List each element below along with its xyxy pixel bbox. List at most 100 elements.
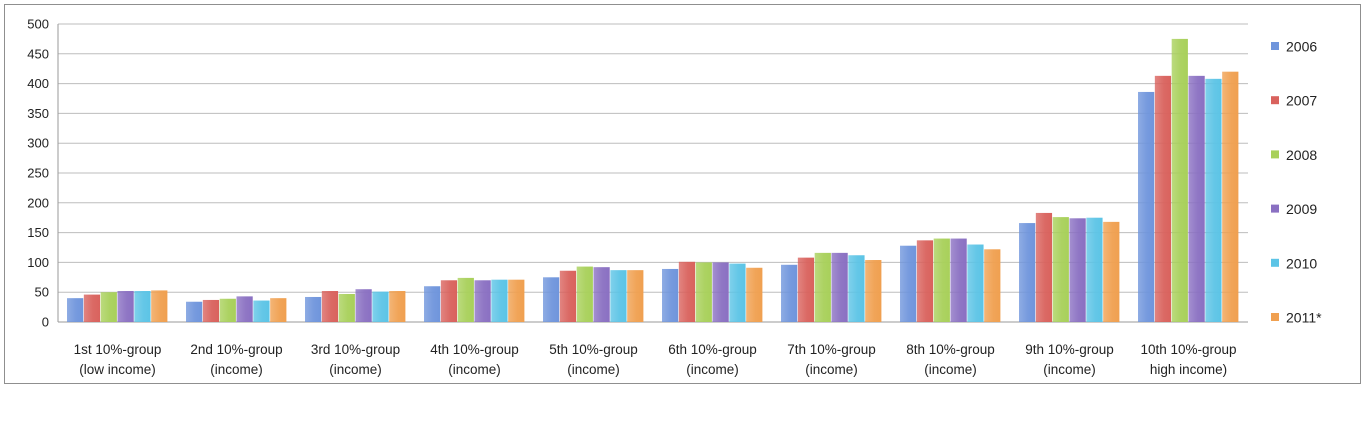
x-category-label: (income) bbox=[329, 362, 382, 377]
bar-2011-9 bbox=[1103, 221, 1120, 322]
bar-chart: 0 50 100 150 200 250 300 350 400 450 500 1st 10%-gr… bbox=[27, 17, 1322, 378]
legend-label: 2007 bbox=[1286, 93, 1317, 109]
bar-2011-4 bbox=[508, 279, 525, 322]
bar-2008-3 bbox=[338, 293, 355, 322]
legend-swatch bbox=[1271, 96, 1279, 105]
y-tick-label: 250 bbox=[27, 166, 49, 181]
x-category-label: (low income) bbox=[79, 362, 156, 377]
bar-2007-4 bbox=[440, 280, 458, 322]
bar-2006-3 bbox=[305, 296, 322, 322]
legend-label: 2009 bbox=[1286, 201, 1317, 217]
bar-2008-9 bbox=[1052, 217, 1069, 322]
bar-2011-5 bbox=[627, 270, 644, 322]
legend-label: 2011* bbox=[1286, 310, 1322, 326]
bar-2008-2 bbox=[219, 298, 236, 322]
x-category-label: (income) bbox=[448, 362, 501, 377]
x-category-label: 2nd 10%-group bbox=[190, 342, 282, 357]
y-tick-label: 200 bbox=[27, 195, 49, 210]
legend-label: 2006 bbox=[1286, 39, 1317, 55]
x-category-label: 4th 10%-group bbox=[430, 342, 519, 357]
bar-2008-1 bbox=[100, 292, 117, 322]
bar-2006-7 bbox=[781, 264, 798, 322]
y-tick-label: 150 bbox=[27, 225, 49, 240]
bar-2010-3 bbox=[372, 291, 389, 322]
bar-2011-2 bbox=[270, 298, 287, 322]
bar-2009-6 bbox=[712, 262, 729, 322]
bar-2009-10 bbox=[1188, 75, 1205, 323]
bar-2006-5 bbox=[543, 277, 560, 322]
bar-2007-6 bbox=[678, 261, 696, 322]
y-tick-label: 400 bbox=[27, 76, 49, 91]
chart-frame: 0 50 100 150 200 250 300 350 400 450 500 1st 10%-gr… bbox=[4, 4, 1361, 384]
bar-2009-2 bbox=[236, 296, 253, 322]
bar-2007-8 bbox=[916, 240, 934, 322]
x-category-label: (income) bbox=[686, 362, 739, 377]
x-category-label: high income) bbox=[1150, 362, 1227, 377]
bar-2007-10 bbox=[1154, 75, 1172, 323]
x-category-label: 7th 10%-group bbox=[787, 342, 876, 357]
bar-2007-2 bbox=[202, 299, 220, 322]
x-category-label: 8th 10%-group bbox=[906, 342, 995, 357]
bar-2011-10 bbox=[1222, 71, 1239, 323]
y-tick-label: 0 bbox=[42, 315, 49, 330]
bar-2009-3 bbox=[355, 289, 372, 322]
x-category-label: 9th 10%-group bbox=[1025, 342, 1114, 357]
x-category-label: 10th 10%-group bbox=[1140, 342, 1236, 357]
bar-2007-3 bbox=[321, 291, 339, 322]
bar-2006-2 bbox=[186, 301, 203, 322]
bar-2008-8 bbox=[933, 238, 950, 322]
bar-2010-8 bbox=[967, 244, 984, 322]
x-category-label: (income) bbox=[210, 362, 263, 377]
bar-2007-1 bbox=[83, 294, 101, 322]
bar-2007-5 bbox=[559, 270, 577, 322]
bar-2006-4 bbox=[424, 286, 441, 322]
legend-swatch bbox=[1271, 42, 1279, 50]
bar-2006-10 bbox=[1138, 91, 1155, 322]
bar-2011-1 bbox=[151, 290, 168, 322]
legend-swatch bbox=[1271, 258, 1279, 267]
bar-2006-1 bbox=[67, 298, 84, 322]
bar-2010-10 bbox=[1205, 78, 1222, 322]
x-category-label: (income) bbox=[805, 362, 858, 377]
bar-2006-8 bbox=[900, 245, 917, 322]
x-category-label: 5th 10%-group bbox=[549, 342, 638, 357]
bar-2011-7 bbox=[865, 260, 882, 322]
bar-2010-1 bbox=[134, 291, 151, 322]
legend-swatch bbox=[1271, 150, 1279, 159]
x-category-label: (income) bbox=[567, 362, 620, 377]
bar-2010-9 bbox=[1086, 217, 1103, 322]
bar-2011-3 bbox=[389, 291, 406, 322]
bar-2007-9 bbox=[1035, 212, 1053, 322]
x-category-label: 3rd 10%-group bbox=[311, 342, 400, 357]
bar-2010-7 bbox=[848, 255, 865, 322]
x-category-label: 1st 10%-group bbox=[74, 342, 162, 357]
bar-2007-7 bbox=[797, 257, 815, 322]
bar-2010-5 bbox=[610, 270, 627, 322]
x-category-label: (income) bbox=[1043, 362, 1096, 377]
bar-2006-6 bbox=[662, 268, 679, 322]
y-tick-label: 450 bbox=[27, 46, 49, 61]
legend-swatch bbox=[1271, 204, 1279, 213]
bar-2010-4 bbox=[491, 279, 508, 322]
bar-2008-5 bbox=[576, 266, 593, 322]
bar-2009-8 bbox=[950, 238, 967, 322]
bar-2009-1 bbox=[117, 291, 134, 322]
legend-label: 2008 bbox=[1286, 147, 1317, 163]
bar-2006-9 bbox=[1019, 223, 1036, 322]
x-category-label: 6th 10%-group bbox=[668, 342, 757, 357]
y-tick-label: 50 bbox=[35, 285, 49, 300]
bar-2009-4 bbox=[474, 280, 491, 322]
x-category-label: (income) bbox=[924, 362, 977, 377]
bar-2011-6 bbox=[746, 267, 763, 322]
bar-2011-8 bbox=[984, 249, 1001, 322]
bar-2008-4 bbox=[457, 277, 474, 322]
bar-2009-7 bbox=[831, 252, 848, 322]
bar-2008-10 bbox=[1171, 38, 1188, 323]
bar-2009-9 bbox=[1069, 218, 1086, 322]
y-tick-label: 350 bbox=[27, 106, 49, 121]
legend-swatch bbox=[1271, 313, 1279, 321]
bar-2010-6 bbox=[729, 263, 746, 322]
y-tick-label: 100 bbox=[27, 255, 49, 270]
y-tick-label: 500 bbox=[27, 17, 49, 32]
legend-label: 2010 bbox=[1286, 255, 1317, 271]
